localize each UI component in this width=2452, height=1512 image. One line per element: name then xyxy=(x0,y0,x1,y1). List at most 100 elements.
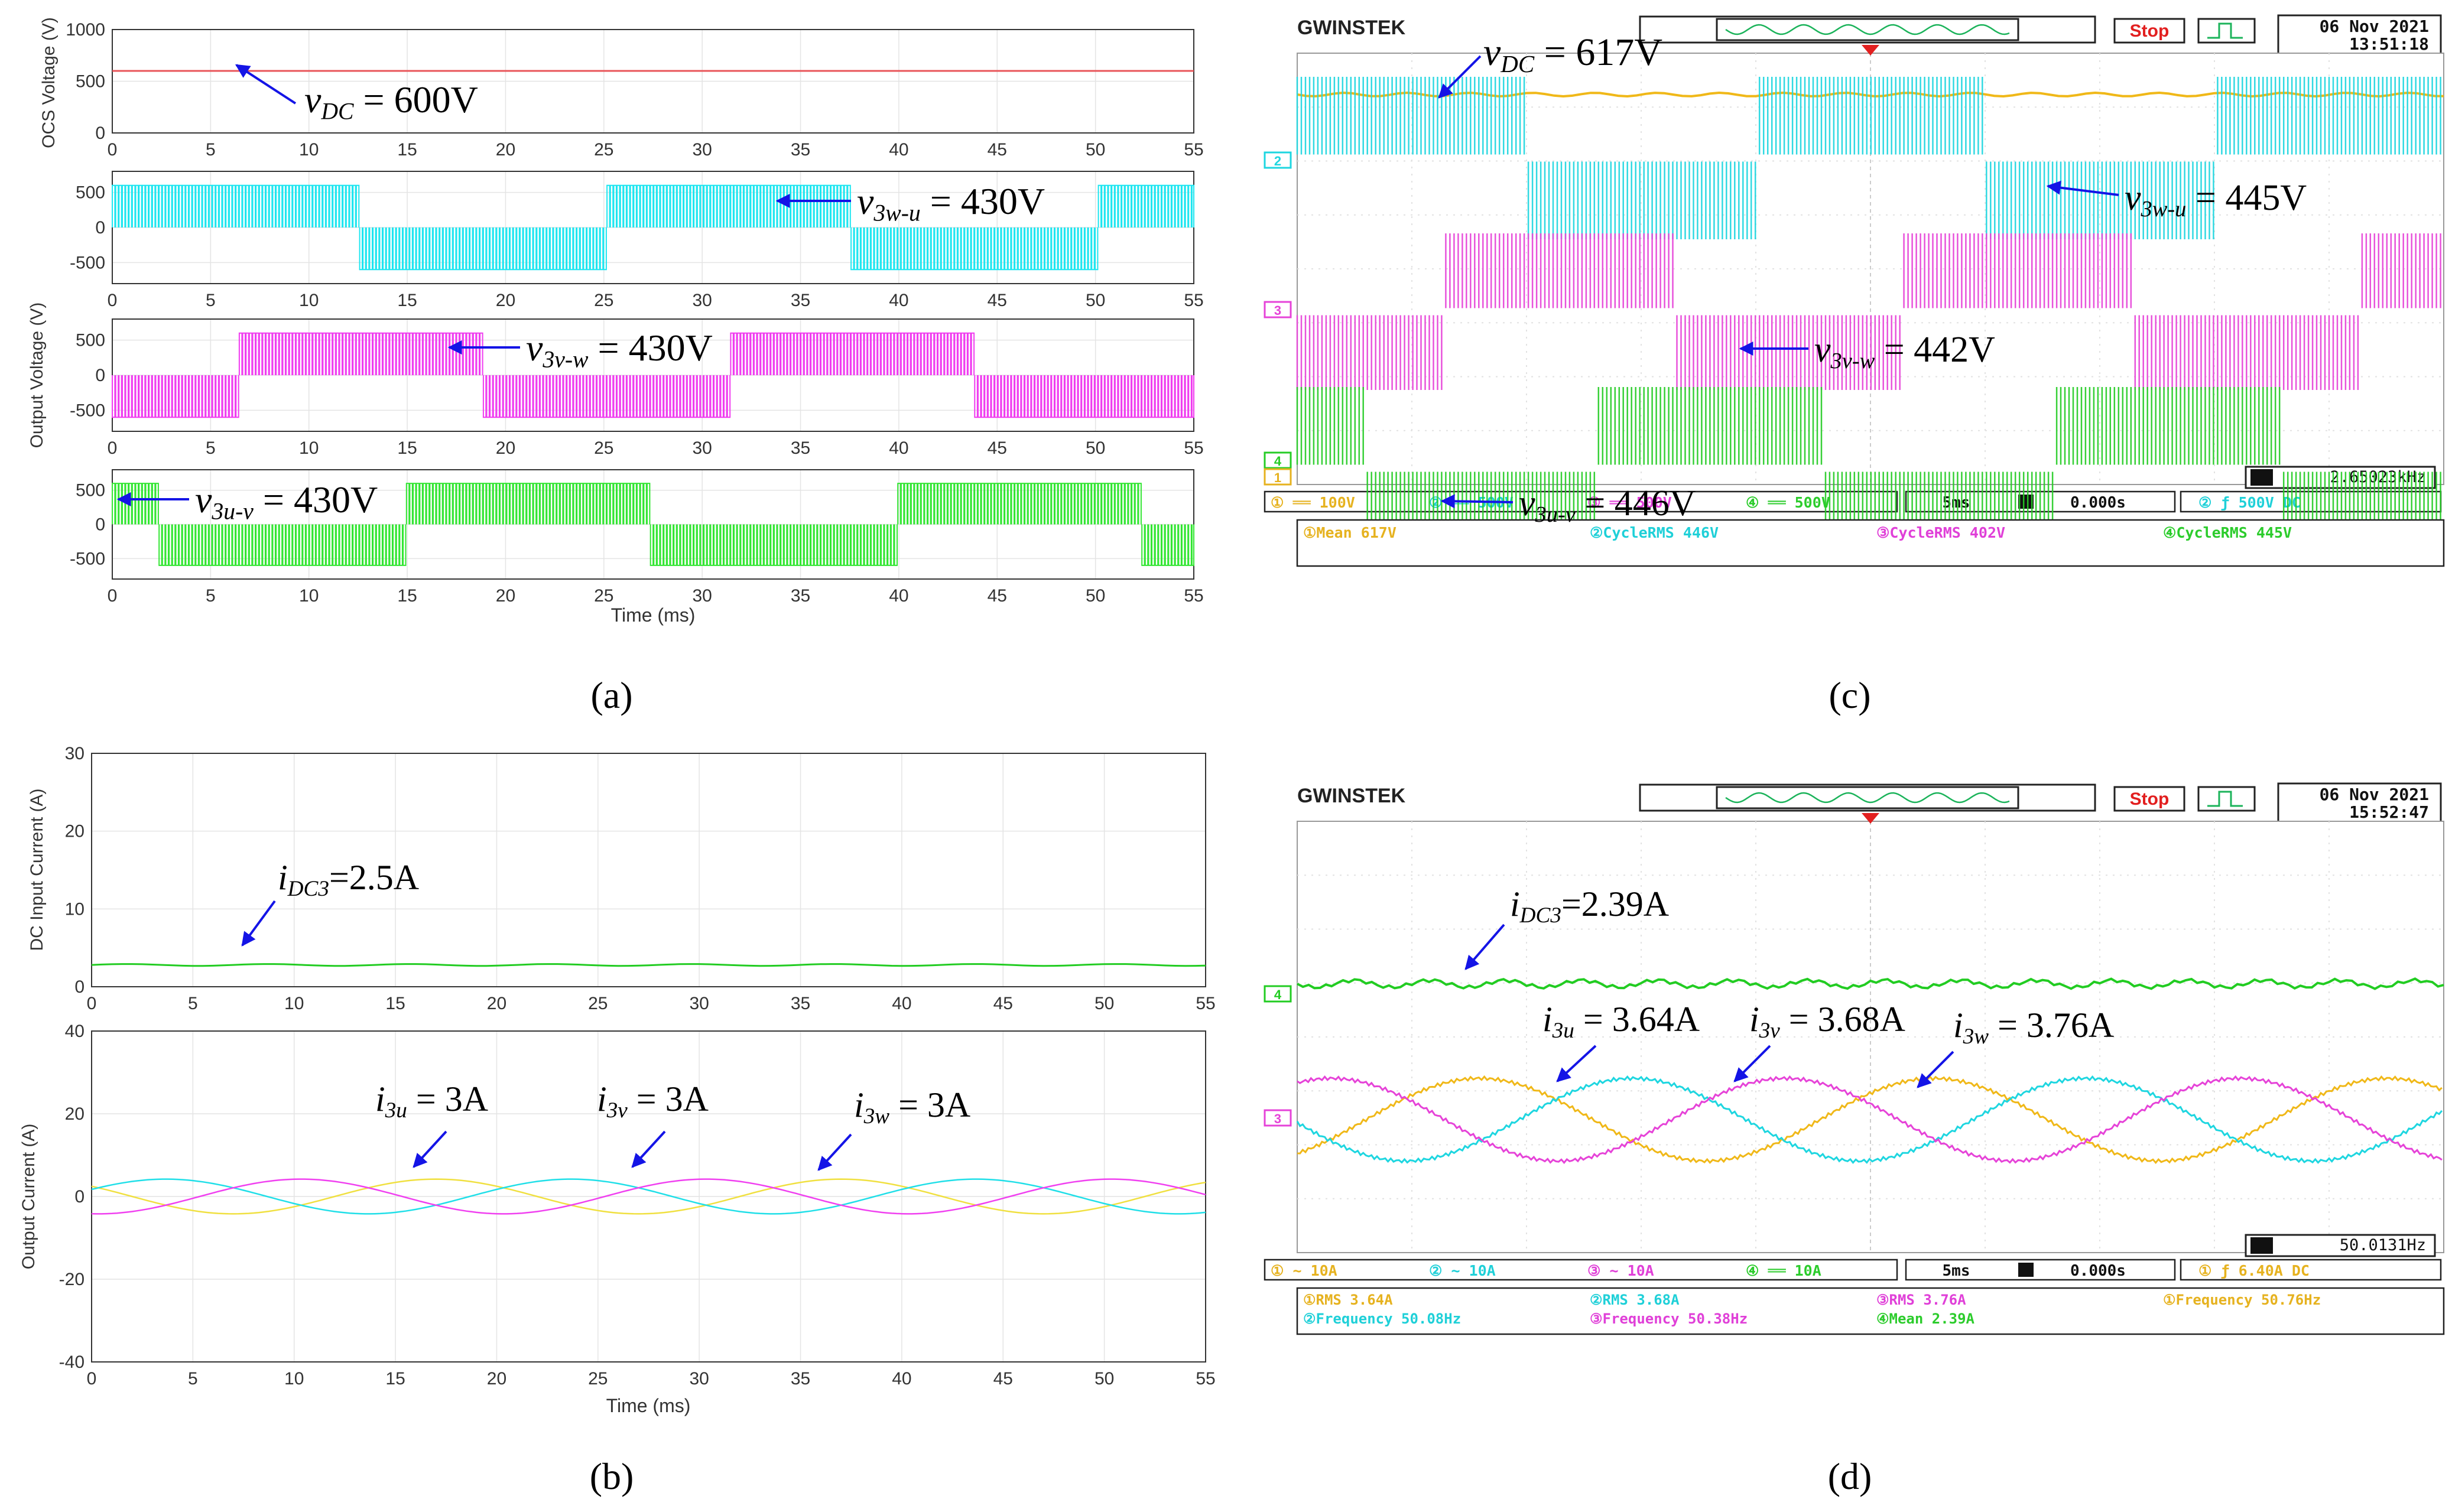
y-tick-label: 0 xyxy=(95,366,105,385)
annotation-var: i xyxy=(1542,1000,1553,1039)
x-tick-label: 40 xyxy=(889,586,908,606)
scope-channel-marker-label: 4 xyxy=(1274,987,1282,1002)
series-idc3 xyxy=(91,963,1206,967)
x-tick-label: 45 xyxy=(988,586,1007,606)
annotation-arrow xyxy=(1733,1045,1771,1082)
series-idc3 xyxy=(1297,977,2444,990)
annotation-label: i3u = 3.64A xyxy=(1542,1000,1700,1043)
scope-measurement: ③RMS 3.76A xyxy=(1876,1292,1966,1308)
scope-measure-box xyxy=(1296,519,2445,567)
scope-date: 06 Nov 2021 xyxy=(2320,785,2429,804)
x-tick-label: 25 xyxy=(588,1369,608,1389)
annotation-var: i xyxy=(854,1085,864,1124)
scope-channel-marker xyxy=(1264,985,1292,1003)
scope-measurement: ①Frequency 50.76Hz xyxy=(2163,1292,2321,1308)
annotation-sub: DC3 xyxy=(287,877,329,901)
series-i3u xyxy=(91,1178,1206,1215)
y-tick-label: 500 xyxy=(76,481,105,500)
annotation-label: v3w-u = 430V xyxy=(857,180,1045,226)
y-tick-label: 1000 xyxy=(66,20,105,40)
x-tick-label: 25 xyxy=(594,291,613,310)
x-tick-label: 15 xyxy=(397,291,417,310)
series-v3w-u xyxy=(1296,77,2441,239)
x-tick-label: 15 xyxy=(397,140,417,160)
x-tick-label: 30 xyxy=(692,291,712,310)
x-tick-label: 25 xyxy=(594,586,613,606)
x-tick-label: 20 xyxy=(496,140,515,160)
scope-channel-marker-label: 2 xyxy=(1274,154,1281,168)
scope-datetime-box xyxy=(2277,14,2442,56)
x-tick-label: 0 xyxy=(108,140,118,160)
annotation-label: v3v-w = 430V xyxy=(526,327,713,373)
panel-label: (b) xyxy=(590,1455,634,1497)
scope-channel-scale: ① ══ 100V xyxy=(1271,494,1355,511)
x-tick-label: 5 xyxy=(188,1369,198,1389)
annotation-var: v xyxy=(1814,330,1831,370)
annotation-value: = 3.64A xyxy=(1574,1000,1700,1039)
annotation-sub: 3u xyxy=(1552,1019,1574,1043)
scope-brand: GWINSTEK xyxy=(1297,17,1406,39)
annotation-value: = 3A xyxy=(628,1079,709,1118)
scope-measurement: ①Mean 617V xyxy=(1303,524,1396,541)
scope-channel-marker-label: 3 xyxy=(1274,303,1281,318)
scope-time: 13:51:18 xyxy=(2349,34,2429,54)
annotation-var: i xyxy=(1749,1000,1759,1039)
annotation-var: v xyxy=(2125,178,2141,218)
x-tick-label: 20 xyxy=(496,586,515,606)
scope-memory-window xyxy=(1716,786,2019,809)
annotation-value: = 430V xyxy=(254,479,378,521)
annotation-var: i xyxy=(1510,885,1520,924)
annotation-label: v3u-v = 430V xyxy=(195,479,378,525)
x-tick-label: 30 xyxy=(692,438,712,458)
scope-channel-marker-label: 3 xyxy=(1274,1111,1281,1126)
annotation-sub: DC3 xyxy=(1519,903,1561,928)
x-tick-label: 45 xyxy=(993,1369,1013,1389)
y-tick-label: 0 xyxy=(95,123,105,143)
x-tick-label: 40 xyxy=(889,140,908,160)
scope-channel-scale: ② ~ 10A xyxy=(1429,1262,1496,1279)
annotation-label: iDC3=2.5A xyxy=(278,858,419,901)
x-tick-label: 50 xyxy=(1086,140,1105,160)
scope-trigger-setting: ② ƒ 500V DC xyxy=(2198,494,2301,511)
y-tick-label: 40 xyxy=(65,1022,85,1041)
scope-trigger-icon xyxy=(2207,791,2243,807)
x-tick-label: 30 xyxy=(689,1369,709,1389)
panel-label: (c) xyxy=(1829,674,1870,716)
y-tick-label: 30 xyxy=(65,744,85,763)
x-tick-label: 35 xyxy=(791,586,810,606)
scope-trigger-marker xyxy=(1862,45,1879,56)
x-tick-label: 45 xyxy=(988,291,1007,310)
scope-timebase: 5ms xyxy=(1943,1262,1970,1280)
series-i3w xyxy=(1297,1075,2443,1165)
y-tick-label: 500 xyxy=(76,72,105,92)
x-tick-label: 40 xyxy=(889,291,908,310)
x-tick-label: 55 xyxy=(1184,586,1203,606)
x-tick-label: 35 xyxy=(791,1369,810,1389)
annotation-var: v xyxy=(304,79,321,121)
axes-frame xyxy=(91,753,1206,987)
x-axis-label: Time (ms) xyxy=(606,1395,691,1416)
annotation-value: = 430V xyxy=(589,327,713,369)
x-tick-label: 10 xyxy=(299,586,319,606)
series-v3u-v xyxy=(1296,387,2441,549)
scope-channel-marker xyxy=(1264,301,1292,318)
x-tick-label: 40 xyxy=(892,1369,911,1389)
x-tick-label: 50 xyxy=(1095,994,1114,1013)
annotation-label: i3w = 3A xyxy=(854,1085,970,1129)
y-tick-label: 0 xyxy=(74,1187,85,1207)
plot-area xyxy=(92,753,1206,987)
series-i3v xyxy=(91,1178,1206,1215)
x-tick-label: 5 xyxy=(188,994,198,1013)
y-tick-label: -40 xyxy=(59,1352,85,1372)
panel-label: (a) xyxy=(590,674,632,716)
annotation-sub: 3u-v xyxy=(1535,502,1576,527)
annotation-arrow xyxy=(2046,180,2119,196)
scope-time: 15:52:47 xyxy=(2349,802,2429,822)
scope-channel-bar xyxy=(1264,1259,1898,1281)
series-i3u xyxy=(1297,1075,2443,1165)
x-tick-label: 40 xyxy=(889,438,908,458)
scope-trigger-icon xyxy=(2207,22,2243,39)
annotation-value: = 3A xyxy=(889,1085,970,1124)
x-tick-label: 55 xyxy=(1184,140,1203,160)
